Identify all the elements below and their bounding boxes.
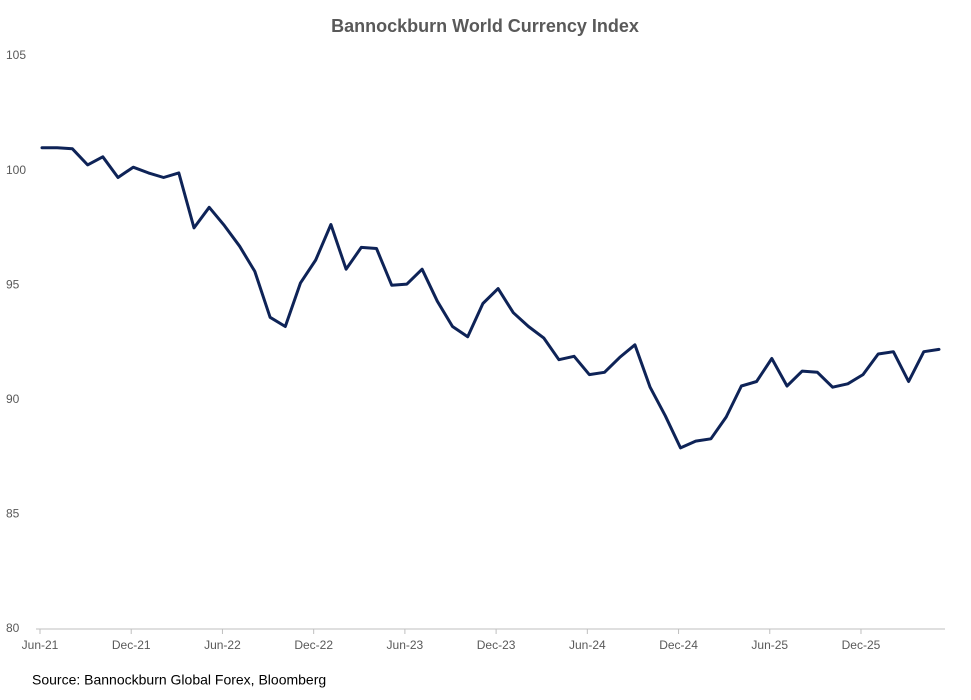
chart-title: Bannockburn World Currency Index (331, 16, 639, 36)
x-tick-label: Dec-21 (112, 638, 151, 652)
source-note: Source: Bannockburn Global Forex, Bloomb… (32, 672, 326, 688)
x-tick-label: Dec-22 (294, 638, 333, 652)
x-tick-label: Dec-24 (659, 638, 698, 652)
x-tick-label: Jun-24 (569, 638, 606, 652)
x-tick-label: Jun-22 (204, 638, 241, 652)
y-tick-label: 85 (6, 507, 20, 521)
x-tick-label: Dec-25 (842, 638, 881, 652)
x-tick-label: Jun-21 (22, 638, 59, 652)
x-tick-label: Jun-25 (751, 638, 788, 652)
x-tick-label: Jun-23 (387, 638, 424, 652)
y-tick-label: 95 (6, 277, 20, 291)
y-tick-label: 80 (6, 621, 20, 635)
line-series (40, 146, 941, 450)
x-tick-label: Dec-23 (477, 638, 516, 652)
y-tick-label: 100 (6, 163, 26, 177)
y-tick-label: 105 (6, 48, 26, 62)
y-tick-label: 90 (6, 392, 20, 406)
